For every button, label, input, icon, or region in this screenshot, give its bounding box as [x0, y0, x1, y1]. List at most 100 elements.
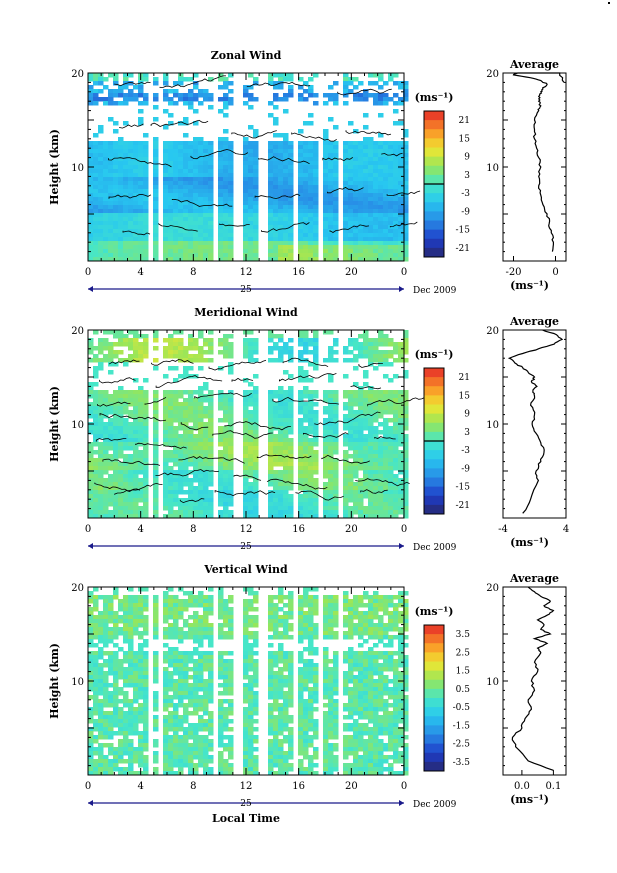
heatmap-cell [113, 330, 119, 335]
heatmap-cell [383, 362, 389, 367]
heatmap-cell [183, 133, 189, 138]
heatmap-cell [163, 426, 169, 431]
heatmap-cell [113, 177, 119, 182]
heatmap-cell [308, 502, 314, 507]
heatmap-cell [403, 257, 409, 262]
heatmap-cell [268, 410, 274, 415]
heatmap-cell [323, 494, 329, 499]
heatmap-cell [253, 205, 259, 210]
heatmap-cell [328, 627, 334, 632]
heatmap-cell [243, 490, 249, 495]
heatmap-cell [228, 213, 234, 218]
heatmap-cell [163, 506, 169, 511]
heatmap-cell [368, 462, 374, 467]
heatmap-cell [243, 639, 249, 644]
heatmap-cell [398, 181, 404, 186]
heatmap-cell [123, 490, 129, 495]
heatmap-cell [378, 342, 384, 347]
heatmap-cell [173, 153, 179, 158]
heatmap-cell [168, 189, 174, 194]
heatmap-cell [383, 643, 389, 648]
heatmap-cell [308, 390, 314, 395]
heatmap-cell [353, 414, 359, 419]
heatmap-cell [88, 157, 94, 162]
heatmap-cell [183, 442, 189, 447]
heatmap-cell [398, 85, 404, 90]
heatmap-cell [398, 450, 404, 455]
heatmap-cell [138, 619, 144, 624]
heatmap-cell [173, 89, 179, 94]
heatmap-cell [383, 338, 389, 343]
heatmap-cell [248, 398, 254, 403]
heatmap-cell [373, 153, 379, 158]
heatmap-cell [128, 587, 134, 592]
heatmap-cell [143, 213, 149, 218]
heatmap-cell [383, 193, 389, 198]
heatmap-cell [178, 514, 184, 519]
heatmap-cell [88, 237, 94, 242]
heatmap-cell [373, 354, 379, 359]
heatmap-cell [308, 623, 314, 628]
heatmap-cell [363, 466, 369, 471]
heatmap-cell [348, 141, 354, 146]
heatmap-cell [93, 233, 99, 238]
heatmap-cell [228, 498, 234, 503]
heatmap-cell [113, 225, 119, 230]
heatmap-cell [218, 141, 224, 146]
heatmap-cell [253, 253, 259, 258]
heatmap-cell [198, 237, 204, 242]
heatmap-cell [298, 474, 304, 479]
heatmap-cell [283, 370, 289, 375]
heatmap-cell [123, 213, 129, 218]
heatmap-cell [393, 623, 399, 628]
heatmap-cell [93, 430, 99, 435]
heatmap-cell [193, 201, 199, 206]
heatmap-cell [283, 173, 289, 178]
heatmap-cell [223, 635, 229, 640]
heatmap-cell [378, 257, 384, 262]
heatmap-cell [283, 221, 289, 226]
heatmap-cell [403, 169, 409, 174]
heatmap-cell [218, 402, 224, 407]
heatmap-cell [403, 93, 409, 98]
heatmap-cell [328, 474, 334, 479]
heatmap-cell [268, 141, 274, 146]
heatmap-cell [133, 350, 139, 355]
heatmap-cell [173, 490, 179, 495]
heatmap-cell [388, 177, 394, 182]
heatmap-cell [353, 398, 359, 403]
heatmap-cell [348, 205, 354, 210]
heatmap-cell [343, 470, 349, 475]
heatmap-cell [288, 414, 294, 419]
heatmap-cell [393, 607, 399, 612]
heatmap-cell [103, 157, 109, 162]
heatmap-cell [288, 73, 294, 78]
heatmap-cell [333, 237, 339, 242]
heatmap-cell [383, 161, 389, 166]
heatmap-cell [378, 177, 384, 182]
heatmap-cell [328, 414, 334, 419]
heatmap-cell [308, 478, 314, 483]
heatmap-cell [243, 161, 249, 166]
heatmap-cell [203, 233, 209, 238]
heatmap-cell [193, 161, 199, 166]
heatmap-cell [143, 209, 149, 214]
heatmap-cell [368, 161, 374, 166]
heatmap-cell [228, 253, 234, 258]
heatmap-cell [208, 643, 214, 648]
heatmap-cell [298, 249, 304, 254]
heatmap-cell [378, 161, 384, 166]
heatmap-cell [368, 466, 374, 471]
heatmap-cell [208, 249, 214, 254]
heatmap-cell [193, 438, 199, 443]
heatmap-cell [133, 458, 139, 463]
colorbar-swatch [424, 111, 444, 121]
heatmap-cell [218, 434, 224, 439]
heatmap-cell [88, 430, 94, 435]
heatmap-cell [323, 651, 329, 656]
heatmap-cell [163, 346, 169, 351]
heatmap-cell [363, 603, 369, 608]
heatmap-cell [203, 627, 209, 632]
heatmap-cell [348, 615, 354, 620]
heatmap-cell [163, 233, 169, 238]
